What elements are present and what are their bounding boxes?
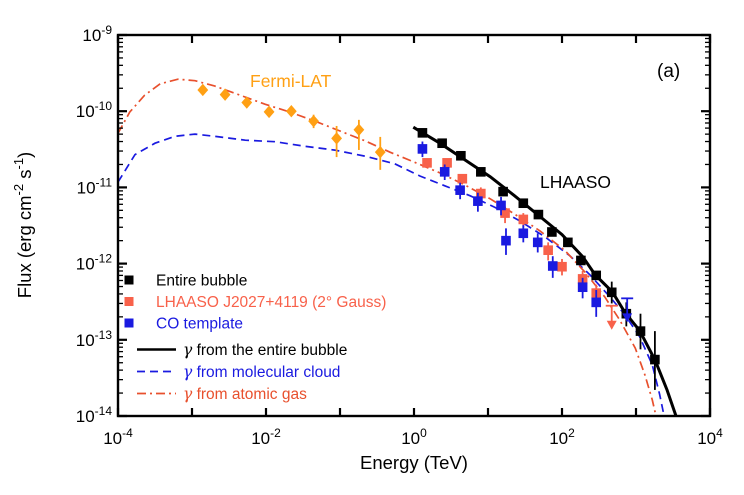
x-axis-title: Energy (TeV): [360, 452, 468, 473]
axis-ticks: [116, 33, 712, 418]
data-point-square: [533, 209, 544, 220]
data-point-square: [650, 354, 660, 365]
data-point-square: [547, 261, 558, 271]
data-point-square: [576, 255, 586, 266]
tick-label: 102: [549, 426, 575, 448]
data-point-square: [456, 150, 466, 161]
data-point-diamond: [353, 123, 365, 137]
data-point-square: [577, 282, 588, 293]
data-point-diamond: [197, 83, 209, 97]
series-lhaaso-j2027-4119-2-gauss: [422, 158, 618, 330]
legend-label: γ from the entire bubble: [183, 341, 347, 359]
data-point-square: [422, 158, 432, 168]
data-point-square: [518, 228, 529, 239]
tick-label: 10-2: [251, 426, 281, 448]
data-point-square: [500, 208, 510, 218]
legend-item-co-template: CO template: [124, 316, 243, 333]
data-point-square: [543, 245, 553, 255]
data-point-square: [417, 128, 428, 138]
legend-item-from-the-entire-bubble: γ from the entire bubble: [137, 341, 347, 359]
data-point-square: [473, 196, 483, 206]
data-point-diamond: [219, 88, 231, 101]
tick-label: 10-13: [76, 328, 113, 350]
plot-legend: Entire bubble LHAASO J2027+4119 (2° Gauss…: [124, 273, 386, 403]
upper-limit-arrow: [605, 304, 618, 330]
lhaaso-label: LHAASO: [540, 172, 611, 192]
legend-item-from-molecular-cloud: γ from molecular cloud: [137, 363, 340, 381]
data-point-square: [563, 237, 573, 248]
data-point-square: [476, 188, 486, 199]
tick-label: 10-11: [77, 175, 113, 197]
data-point-square: [557, 261, 567, 272]
data-point-square: [518, 198, 529, 209]
data-point-diamond: [241, 96, 253, 109]
data-point-square: [501, 235, 511, 246]
series-entire-bubble: [417, 128, 660, 390]
legend-item-lhaaso-j2027-4119-2-gauss: LHAASO J2027+4119 (2° Gauss): [124, 294, 386, 311]
data-point-square: [457, 173, 468, 184]
data-point-square: [591, 270, 602, 281]
axis-tick-labels: 10-4 10-2 100 102 104 10-9 10-10 10-11 10-12 10-1…: [76, 23, 723, 448]
tick-label: 10-12: [76, 252, 113, 274]
legend-marker-square: [124, 275, 134, 285]
series-fermi-lat: [197, 83, 386, 170]
data-point-square: [439, 167, 450, 177]
data-point-diamond: [308, 114, 320, 128]
legend-label: CO template: [156, 316, 243, 333]
fermi-lat-label: Fermi-LAT: [250, 71, 332, 91]
data-point-square: [532, 237, 543, 248]
data-point-square: [591, 297, 602, 308]
tick-label: 10-9: [82, 23, 112, 45]
data-point-diamond: [285, 105, 297, 118]
data-point-square: [417, 144, 428, 154]
legend-item-entire-bubble: Entire bubble: [124, 273, 247, 290]
tick-label: 100: [401, 426, 427, 448]
data-point-square: [635, 326, 646, 336]
tick-label: 10-4: [103, 426, 133, 448]
tick-label: 104: [697, 426, 723, 448]
data-point-diamond: [263, 105, 275, 119]
data-point-square: [518, 214, 529, 225]
y-axis-title: Flux (erg cm-2 s-1): [11, 152, 35, 298]
legend-label: γ from atomic gas: [183, 385, 307, 403]
data-point-square: [606, 287, 617, 298]
tick-label: 10-14: [76, 404, 113, 426]
legend-marker-square: [124, 297, 134, 306]
data-point-square: [496, 200, 506, 211]
data-point-diamond: [374, 145, 386, 159]
legend-label: Entire bubble: [156, 273, 247, 290]
data-point-diamond: [331, 132, 343, 145]
legend-item-from-atomic-gas: γ from atomic gas: [137, 385, 307, 403]
data-point-square: [476, 167, 486, 177]
panel-label: (a): [657, 61, 680, 82]
tick-label: 10-10: [76, 99, 113, 121]
curve-from-the-entire-bubble: [412, 125, 678, 417]
upper-limit-arrow: [621, 297, 634, 323]
data-point-square: [498, 186, 508, 197]
data-point-square: [547, 227, 557, 237]
data-points: [197, 83, 660, 390]
legend-label: γ from molecular cloud: [183, 363, 340, 381]
data-point-square: [442, 158, 452, 168]
legend-marker-square: [124, 318, 134, 328]
legend-label: LHAASO J2027+4119 (2° Gauss): [156, 294, 386, 311]
series-co-template: [417, 141, 634, 323]
data-point-square: [455, 185, 465, 195]
data-point-square: [437, 138, 447, 149]
